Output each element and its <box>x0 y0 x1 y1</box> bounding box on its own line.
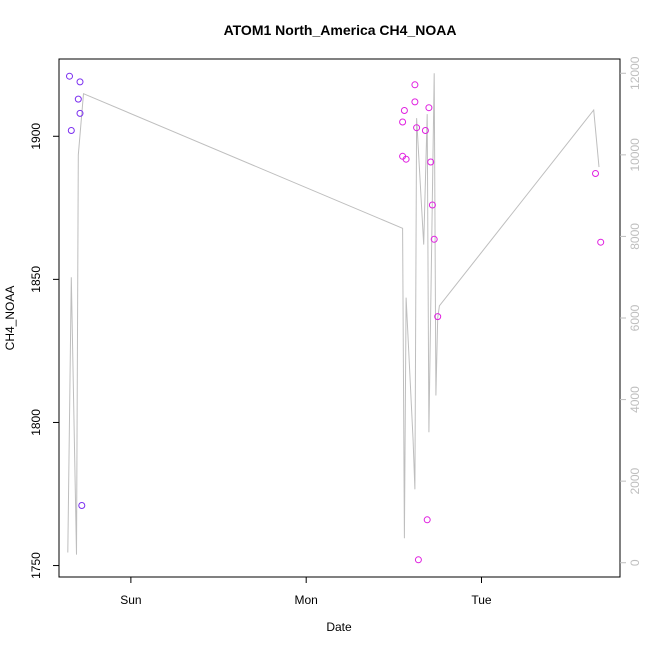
x-axis: Sun Mon Tue <box>120 577 492 607</box>
series-line <box>67 73 600 555</box>
data-point <box>76 109 84 117</box>
x-tick-label: Tue <box>471 593 492 607</box>
y2-tick-label: 12000 <box>628 56 642 90</box>
data-point <box>411 81 419 89</box>
series-points-group <box>66 72 605 564</box>
y-tick-label: 1800 <box>29 409 43 436</box>
data-point <box>78 502 86 509</box>
x-tick-label: Mon <box>295 593 318 607</box>
series-line-group <box>67 73 600 555</box>
data-point <box>402 155 410 163</box>
data-point <box>597 238 605 246</box>
y2-tick-label: 6000 <box>628 304 642 331</box>
y-axis-right: 0 2000 4000 6000 8000 10000 12000 <box>620 56 642 566</box>
data-point <box>428 201 436 209</box>
data-point <box>425 104 433 112</box>
y2-tick-label: 2000 <box>628 467 642 494</box>
data-point <box>423 516 431 524</box>
data-point <box>592 170 599 177</box>
y-tick-label: 1850 <box>29 266 43 293</box>
data-point <box>67 127 75 134</box>
y2-tick-label: 0 <box>628 559 642 566</box>
data-point <box>411 98 419 106</box>
x-tick-label: Sun <box>120 593 141 607</box>
y2-tick-label: 10000 <box>628 138 642 172</box>
data-point <box>434 313 442 321</box>
data-point <box>421 127 429 134</box>
data-point <box>400 107 408 114</box>
data-point <box>427 158 435 166</box>
data-point <box>74 95 82 103</box>
data-point <box>414 556 422 564</box>
x-axis-label: Date <box>326 620 352 634</box>
data-point <box>430 235 438 243</box>
data-point <box>399 118 407 126</box>
y-axis-left: 1750 1800 1850 1900 <box>29 123 59 579</box>
y2-tick-label: 4000 <box>628 386 642 413</box>
data-point <box>413 124 421 132</box>
chart-title: ATOM1 North_America CH4_NOAA <box>224 22 457 38</box>
y-tick-label: 1900 <box>29 123 43 150</box>
y-axis-label: CH4_NOAA <box>3 286 17 351</box>
y-tick-label: 1750 <box>29 552 43 579</box>
data-point <box>76 78 84 86</box>
y2-tick-label: 8000 <box>628 223 642 250</box>
data-point <box>66 72 73 80</box>
